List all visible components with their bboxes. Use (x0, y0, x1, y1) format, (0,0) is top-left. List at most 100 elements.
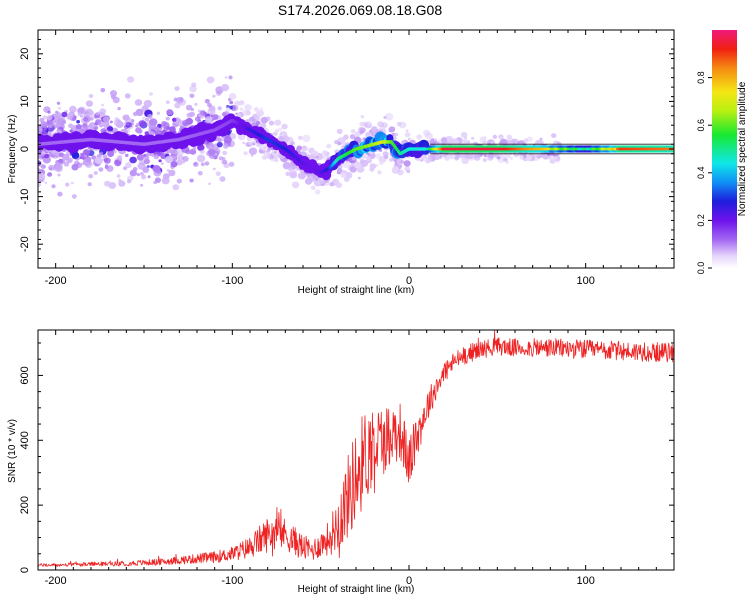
spectrogram-blob (165, 100, 170, 104)
spectrogram-blob (222, 157, 226, 160)
spectrogram-blob (382, 151, 389, 157)
spectrogram-blob (405, 129, 409, 132)
spectrogram-blob (143, 154, 147, 157)
spectrogram-blob (460, 132, 468, 138)
spectrogram-blob (551, 133, 557, 139)
spectrogram-blob (176, 97, 184, 104)
spectrogram-blob (212, 114, 219, 120)
spectrogram-blob (497, 156, 501, 160)
spectrogram-blob (118, 158, 122, 162)
spectrogram-blob (140, 183, 144, 187)
spectrogram-blob (55, 110, 59, 114)
spectrogram-blob (114, 117, 119, 122)
spectrogram-blob (229, 100, 234, 105)
spectrogram-blob (38, 172, 46, 181)
spectrogram-blob (425, 158, 431, 164)
spectrogram-blob (51, 184, 56, 189)
spectrogram-blob (214, 155, 218, 160)
spectrogram-blob (520, 153, 524, 157)
spectrogram-blob (189, 93, 195, 99)
colorbar: 0.0 0.2 0.4 0.6 0.8 Normalized spectral ampl… (696, 30, 748, 274)
spectrogram-ytick-label: -20 (19, 236, 31, 252)
spectrogram-blob (199, 149, 205, 154)
spectrogram-blob (354, 131, 359, 136)
spectrogram-blob (155, 126, 160, 131)
spectrogram-blob (258, 149, 263, 154)
spectrogram-blob (95, 157, 103, 165)
spectrogram-blob (337, 142, 342, 146)
spectrogram-blob (69, 105, 77, 113)
spectrogram-blob (302, 134, 311, 143)
spectrogram-blob (154, 177, 161, 183)
spectrogram-blob (471, 136, 475, 140)
spectrogram-blob (156, 111, 161, 116)
spectrogram-blob (218, 156, 224, 161)
spectrogram-blob (361, 153, 368, 159)
spectrogram-blob (216, 141, 223, 148)
spectrogram-blob (242, 141, 246, 145)
spectrogram-blob (47, 115, 53, 121)
spectrogram-xtick-label: 100 (576, 275, 594, 287)
snr-xtick-label: 0 (406, 575, 412, 587)
spectrogram-blob (137, 162, 146, 170)
spectrogram-blob (116, 121, 124, 128)
spectrogram-ytick-label: 20 (19, 48, 31, 60)
spectrogram-blob (102, 121, 106, 125)
spectrogram-blob (223, 136, 232, 144)
spectrogram-blob (161, 162, 164, 165)
spectrogram-blob (384, 155, 389, 160)
spectrogram-blob (250, 154, 254, 157)
snr-xlabel: Height of straight line (km) (298, 584, 415, 595)
spectrogram-xtick-label: -200 (45, 275, 67, 287)
spectrogram-blob (165, 116, 170, 121)
spectrogram-blob (278, 136, 284, 141)
spectrogram-blob (194, 162, 197, 166)
snr-ytick-label: 400 (19, 431, 31, 449)
snr-ylabel: SNR (10 * v/v) (7, 419, 18, 483)
spectrogram-blob (136, 173, 140, 177)
colorbar-tick-label: 0.0 (696, 262, 706, 275)
spectrogram-ridge (38, 113, 674, 181)
spectrogram-blob (482, 158, 487, 162)
spectrogram-blob (341, 145, 346, 149)
spectrogram-blob (525, 155, 532, 161)
spectrogram-blob (85, 156, 92, 162)
spectrogram-blob (85, 100, 93, 107)
spectrogram-blob (461, 157, 470, 165)
spectrogram-xtick-label: 0 (406, 275, 412, 287)
spectrogram-blob (389, 157, 394, 162)
spectrogram-blob (76, 120, 80, 124)
spectrogram-blob (158, 159, 162, 163)
snr-xtick-label: -100 (221, 575, 243, 587)
spectrogram-blob (141, 175, 147, 180)
spectrogram-blob (212, 94, 216, 98)
spectrogram-blob (314, 189, 321, 195)
spectrogram-blob (228, 161, 235, 167)
spectrogram-blob (117, 107, 121, 111)
colorbar-tick-label: 0.4 (696, 167, 706, 180)
spectrogram-blob (174, 86, 180, 91)
spectrogram-blob (221, 112, 227, 117)
spectrogram-blob (526, 136, 534, 142)
spectrogram-blob (144, 131, 149, 136)
spectrogram-blob (217, 106, 222, 111)
spectrogram-blob (523, 138, 529, 143)
spectrogram-blob (57, 117, 64, 124)
spectrogram-blob (273, 151, 277, 154)
spectrogram-blob (278, 127, 283, 132)
spectrogram-blob (506, 134, 513, 140)
spectrogram-ytick-label: -10 (19, 189, 31, 205)
spectrogram-blob (134, 99, 143, 106)
spectrogram-blob (272, 131, 278, 136)
spectrogram-blob (47, 110, 51, 114)
spectrogram-blob (329, 182, 335, 187)
spectrogram-blob (182, 161, 185, 164)
spectrogram-blob (88, 174, 94, 179)
spectrogram-blob (188, 150, 193, 155)
spectrogram-blob (94, 126, 99, 130)
spectrogram-blob (336, 182, 342, 188)
spectrogram-blob (147, 114, 153, 119)
spectrogram-blob (274, 129, 279, 133)
spectrogram-blob (239, 107, 244, 111)
spectrogram-blob (221, 159, 228, 165)
